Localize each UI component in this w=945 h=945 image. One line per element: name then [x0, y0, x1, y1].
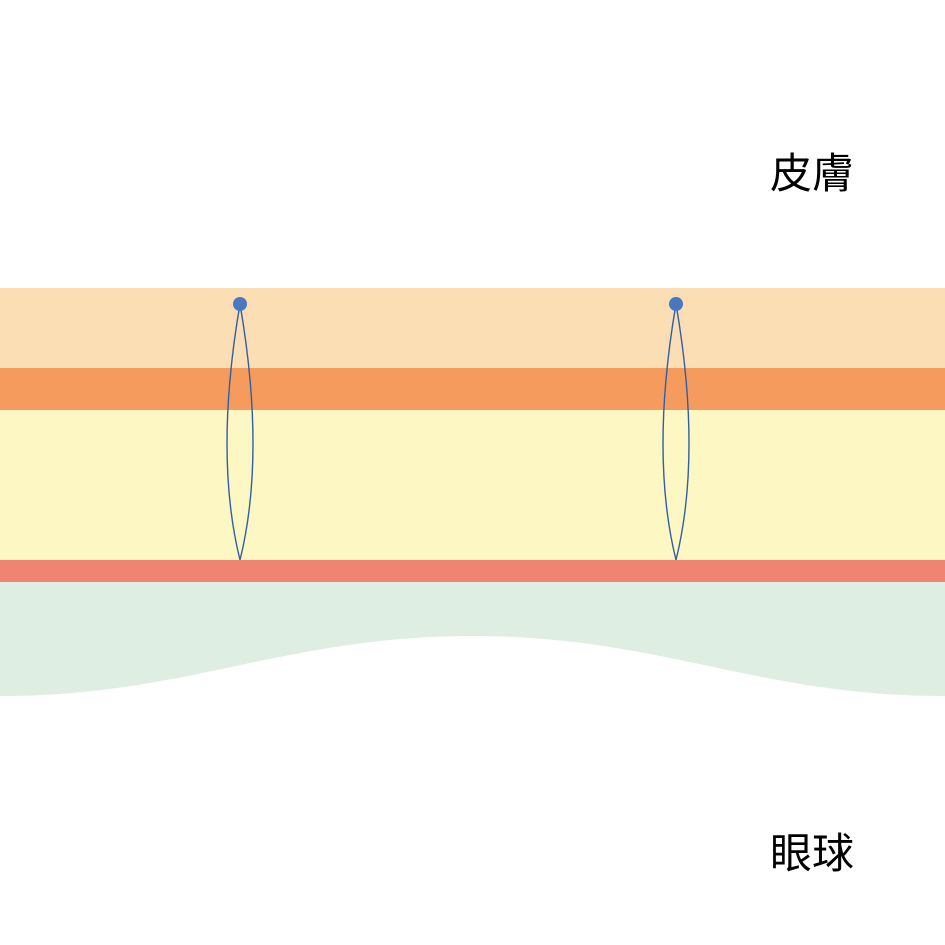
suture-knot-icon	[233, 297, 247, 311]
layer-fat	[0, 410, 945, 560]
label-skin: 皮膚	[770, 140, 854, 201]
diagram-stage: 皮膚 眼球	[0, 0, 945, 945]
layer-epidermis	[0, 288, 945, 368]
suture-knot-icon	[669, 297, 683, 311]
label-eyeball: 眼球	[770, 820, 854, 881]
layer-muscle	[0, 560, 945, 582]
tissue-layers	[0, 288, 945, 582]
layer-dermis	[0, 368, 945, 410]
eyeball-layer	[0, 582, 945, 696]
eyeball-shape	[0, 582, 945, 696]
